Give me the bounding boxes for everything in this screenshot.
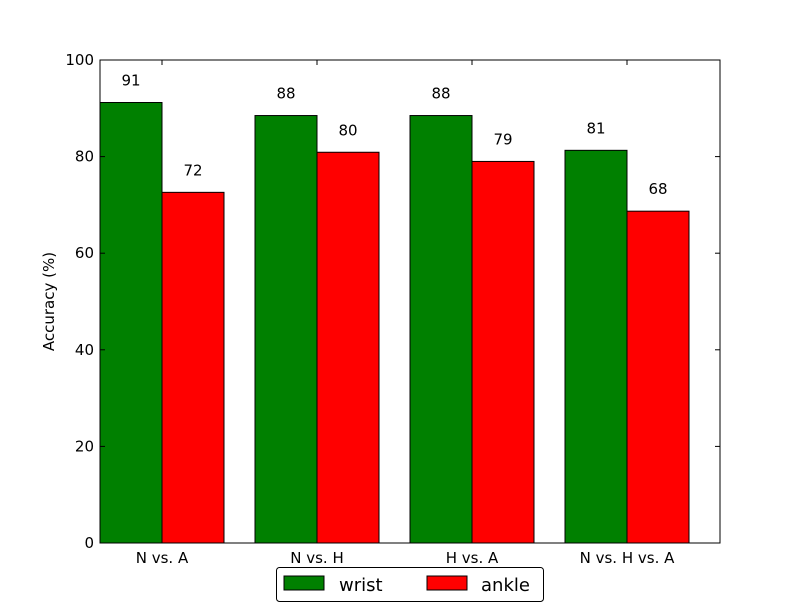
- y-axis-label: Accuracy (%): [40, 252, 58, 351]
- x-tick-label: N vs. H: [290, 549, 344, 567]
- legend-box: [276, 567, 544, 602]
- data-labels: 91 72 88 80 88 79 81 68: [121, 72, 667, 199]
- bar-wrist: [99, 102, 163, 544]
- bar-ankle: [471, 160, 535, 544]
- bars-group: [99, 102, 690, 544]
- x-ticks: N vs. A N vs. H H vs. A N vs. H vs. A: [136, 60, 675, 567]
- bar-ankle: [316, 151, 380, 544]
- y-ticks: 0 20 40 60 80 100: [65, 51, 720, 552]
- x-tick-label: N vs. A: [136, 549, 189, 567]
- bar-ankle: [626, 210, 690, 544]
- data-label: 72: [183, 161, 202, 179]
- plot-frame: [99, 59, 721, 544]
- bar-wrist: [564, 149, 628, 544]
- y-tick-label: 60: [75, 244, 94, 262]
- legend-swatch-ankle: [426, 575, 468, 591]
- data-label: 88: [431, 85, 450, 103]
- y-tick-label: 80: [75, 148, 94, 166]
- legend: wrist ankle: [276, 567, 544, 602]
- bar-wrist: [254, 115, 318, 544]
- data-label: 88: [276, 85, 295, 103]
- data-label: 81: [586, 119, 605, 137]
- bar-ankle: [161, 191, 225, 544]
- bar-wrist: [409, 115, 473, 544]
- legend-label-wrist: wrist: [339, 575, 383, 596]
- y-tick-label: 40: [75, 341, 94, 359]
- data-label: 79: [493, 130, 512, 148]
- data-label: 80: [338, 121, 357, 139]
- y-tick-label: 20: [75, 437, 94, 455]
- y-tick-label: 0: [84, 534, 94, 552]
- x-tick-label: N vs. H vs. A: [580, 549, 675, 567]
- x-tick-label: H vs. A: [446, 549, 499, 567]
- legend-label-ankle: ankle: [481, 575, 530, 596]
- data-label: 91: [121, 72, 140, 90]
- legend-swatch-wrist: [283, 575, 325, 591]
- y-tick-label: 100: [65, 51, 94, 69]
- data-label: 68: [648, 180, 667, 198]
